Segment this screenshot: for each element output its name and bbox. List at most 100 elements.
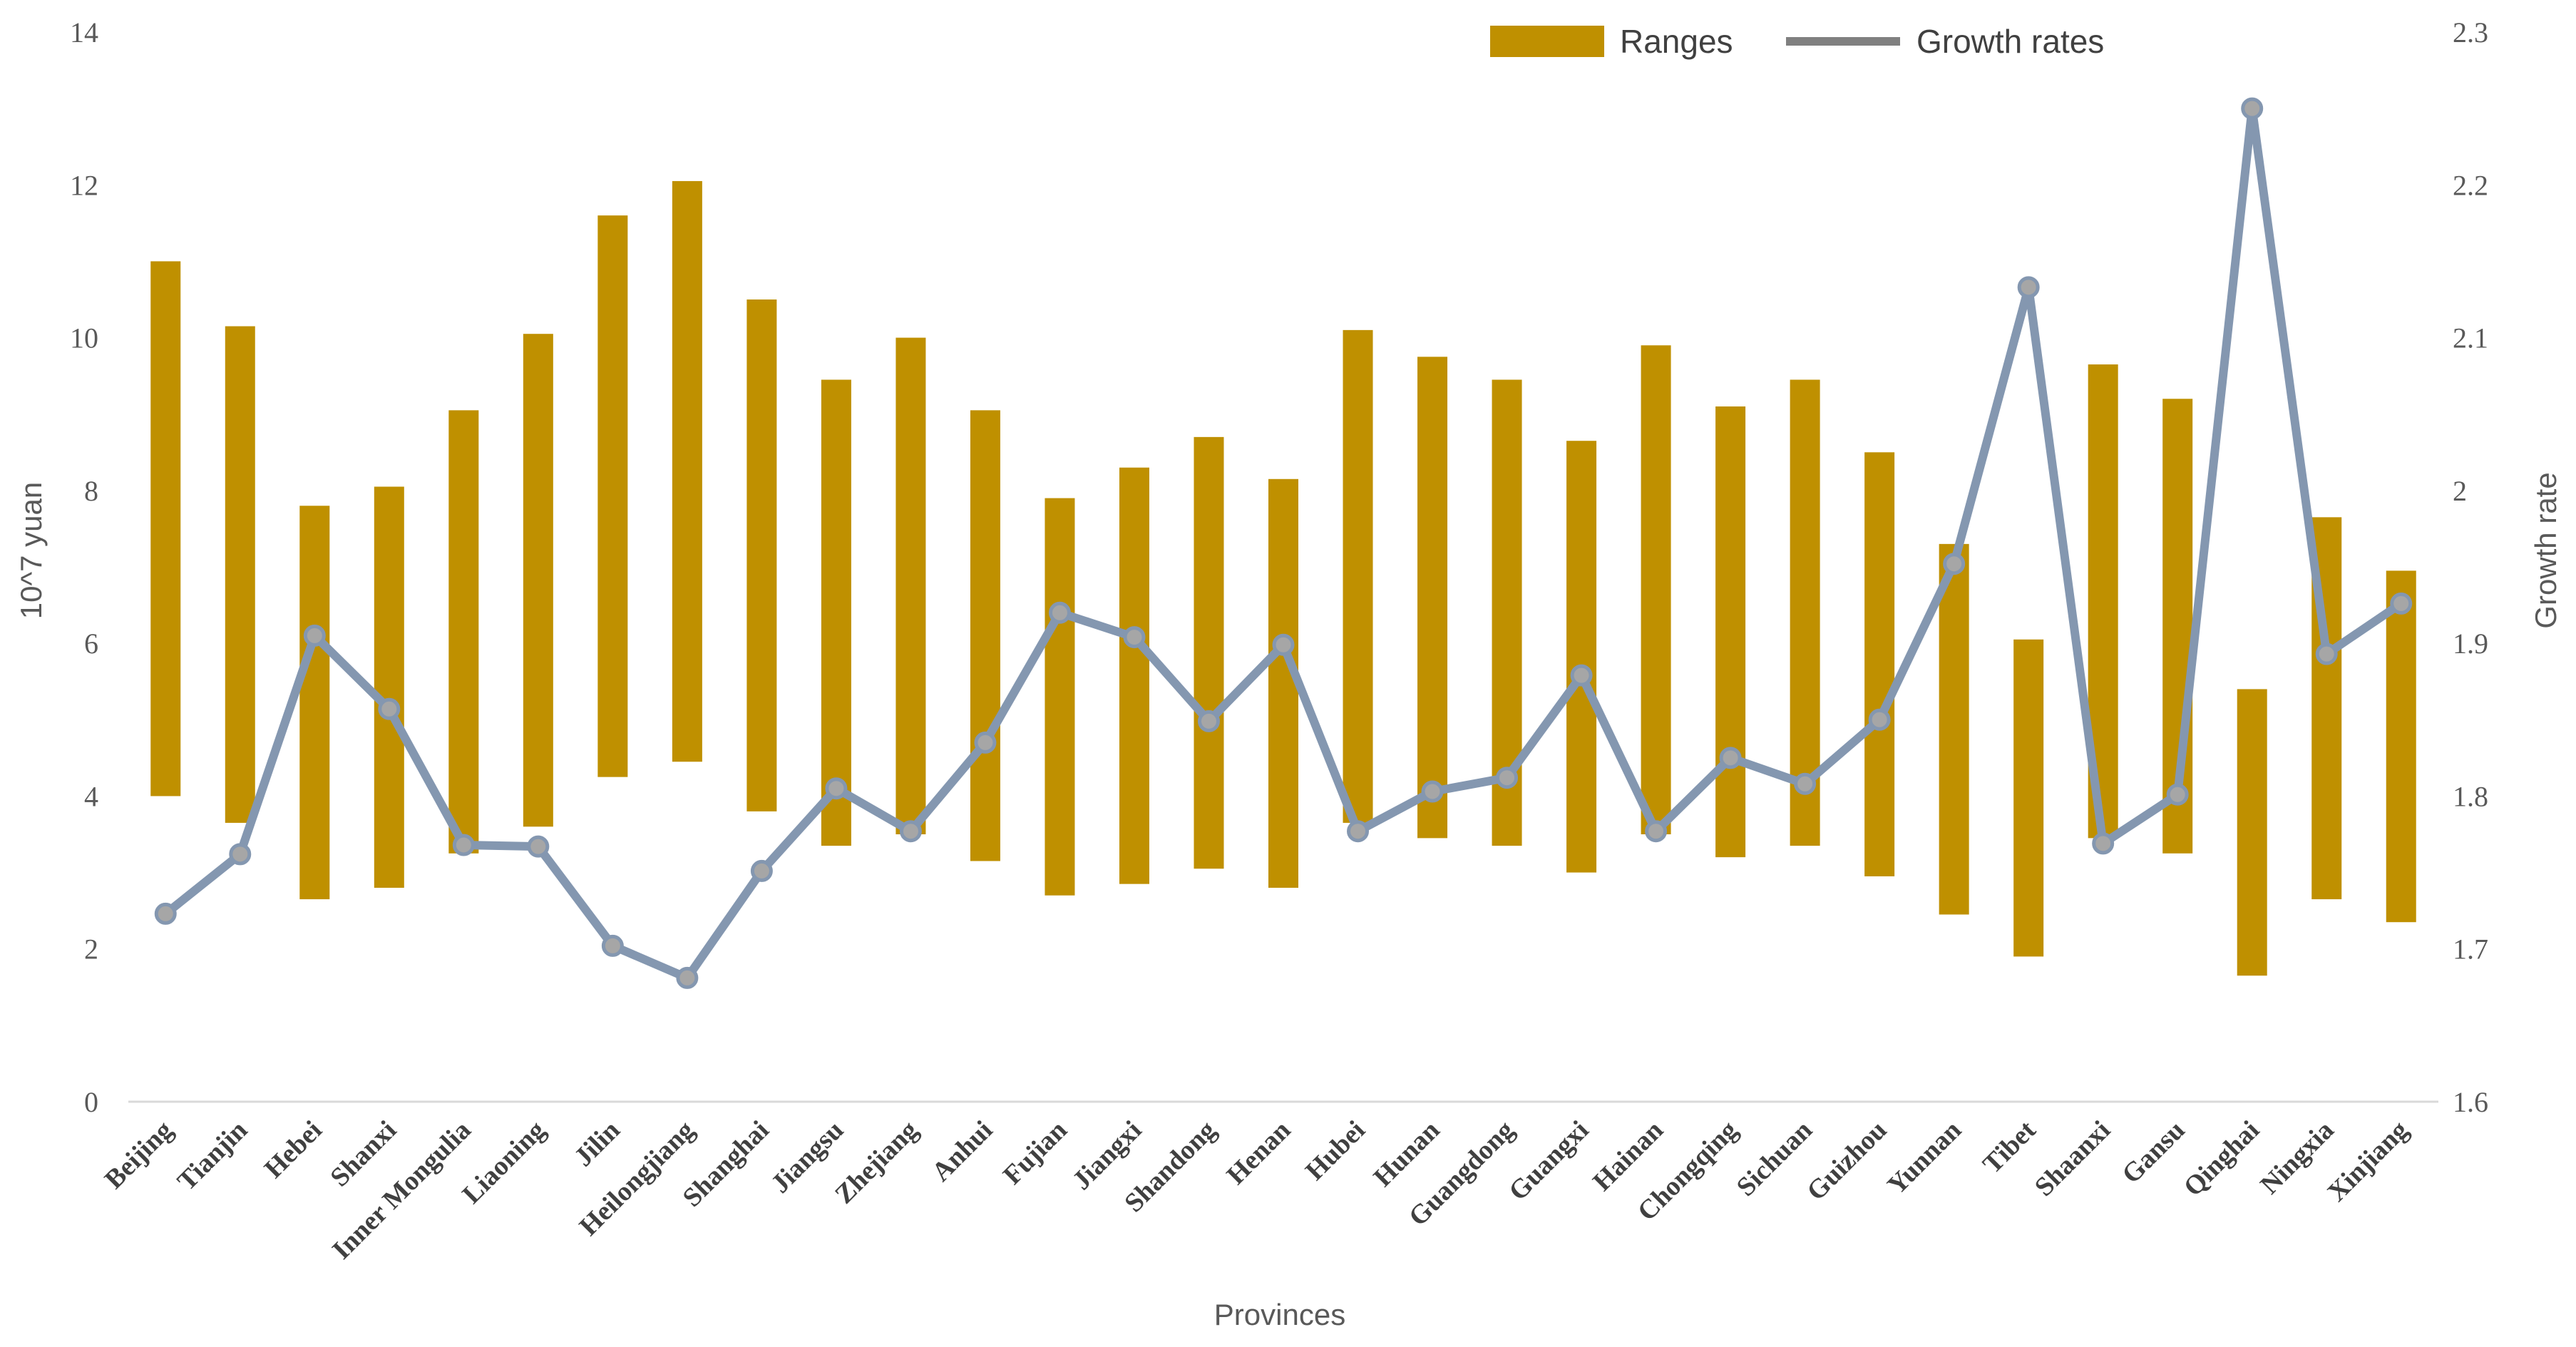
- left-tick-label: 6: [84, 628, 98, 660]
- range-bar: [225, 326, 255, 823]
- growth-rate-marker: [825, 777, 848, 800]
- x-tick-label: Hebei: [259, 1115, 328, 1184]
- range-bar: [2013, 639, 2044, 957]
- range-bar: [1790, 379, 1820, 846]
- left-axis-ticks: 0 2 4 6 8 10 12 14: [70, 16, 98, 1118]
- left-tick-label: 0: [84, 1086, 98, 1118]
- growth-rate-marker: [1123, 626, 1146, 649]
- range-bar: [1417, 357, 1448, 839]
- left-tick-label: 12: [70, 169, 98, 201]
- right-tick-label: 1.7: [2453, 933, 2488, 966]
- x-tick-label: Fujian: [997, 1115, 1073, 1191]
- range-bar: [1715, 406, 1746, 858]
- range-bar: [2237, 689, 2267, 976]
- right-tick-label: 2: [2453, 475, 2467, 507]
- growth-rate-marker: [452, 834, 475, 856]
- right-axis-title: Growth rate: [2529, 472, 2562, 628]
- growth-rate-marker: [1719, 747, 1742, 769]
- legend-ranges-label: Ranges: [1620, 23, 1733, 60]
- x-axis-title: Provinces: [1214, 1298, 1345, 1331]
- growth-rate-marker: [1496, 767, 1519, 789]
- range-bar: [821, 379, 851, 846]
- right-tick-label: 2.2: [2453, 169, 2488, 201]
- range-bar: [746, 299, 777, 811]
- x-tick-label: Zhejiang: [829, 1115, 924, 1210]
- growth-rate-marker: [2166, 783, 2189, 806]
- range-bar: [672, 180, 702, 762]
- x-tick-label: Henan: [1221, 1115, 1297, 1191]
- range-bar: [1566, 441, 1597, 873]
- x-tick-label: Hubei: [1300, 1115, 1371, 1187]
- x-tick-label: Guizhou: [1801, 1115, 1892, 1207]
- legend: Ranges Growth rates: [1490, 23, 2104, 60]
- growth-rate-marker: [1272, 633, 1295, 656]
- x-tick-label: Inner Mongulia: [327, 1115, 477, 1266]
- x-tick-label: Liaoning: [456, 1115, 551, 1210]
- range-bar: [1119, 467, 1149, 884]
- x-tick-label: Anhui: [926, 1115, 998, 1187]
- x-tick-label: Beijing: [99, 1115, 179, 1195]
- x-tick-label: Gansu: [2116, 1115, 2190, 1189]
- growth-rate-marker: [1421, 780, 1444, 803]
- range-bar: [597, 215, 628, 777]
- growth-rate-marker: [2390, 592, 2413, 615]
- x-tick-label: Guangxi: [1503, 1115, 1594, 1207]
- range-bar: [150, 261, 181, 797]
- range-bar: [2386, 570, 2416, 923]
- left-tick-label: 2: [84, 933, 98, 966]
- x-tick-label: Xinjiang: [2321, 1115, 2414, 1208]
- range-bar: [374, 486, 404, 888]
- growth-rate-marker: [303, 624, 326, 647]
- growth-rate-marker: [601, 934, 624, 957]
- growth-rate-marker: [974, 731, 997, 754]
- left-tick-label: 8: [84, 475, 98, 507]
- growth-rate-marker: [899, 820, 922, 843]
- growth-rate-marker: [229, 843, 252, 866]
- right-tick-label: 2.3: [2453, 16, 2488, 48]
- growth-rate-marker: [2092, 832, 2115, 855]
- growth-rate-marker: [1794, 772, 1817, 795]
- right-tick-label: 2.1: [2453, 322, 2488, 354]
- x-tick-label: Tianjin: [172, 1115, 253, 1197]
- range-bar: [448, 410, 479, 854]
- x-tick-label: Jilin: [568, 1115, 625, 1172]
- growth-rate-marker: [378, 697, 401, 720]
- legend-ranges-swatch: [1490, 26, 1604, 57]
- range-bars: [150, 180, 2416, 976]
- growth-rate-marker: [1197, 710, 1220, 732]
- legend-growth-label: Growth rates: [1916, 23, 2104, 60]
- range-bar: [970, 410, 1000, 861]
- left-axis-title: 10^7 yuan: [14, 482, 48, 620]
- growth-rate-marker: [750, 859, 773, 882]
- left-tick-label: 10: [70, 322, 98, 354]
- x-tick-label: Shaanxi: [2029, 1115, 2116, 1202]
- growth-rate-marker: [1868, 708, 1891, 731]
- x-tick-label: Yunnan: [1882, 1115, 1967, 1201]
- growth-rate-marker: [154, 902, 177, 925]
- range-bar: [1864, 452, 1895, 876]
- left-tick-label: 4: [84, 780, 98, 812]
- growth-rate-marker: [676, 966, 699, 989]
- range-bar: [896, 337, 926, 835]
- range-bar: [1045, 498, 1075, 896]
- growth-rate-marker: [2241, 97, 2264, 120]
- x-tick-label: Tibet: [1977, 1115, 2042, 1179]
- range-bar: [299, 506, 330, 900]
- growth-rate-markers: [154, 97, 2413, 989]
- range-bar: [1641, 345, 1671, 834]
- range-bar: [1268, 478, 1298, 888]
- x-tick-label: Qinghai: [2178, 1115, 2265, 1202]
- range-bar: [1343, 329, 1373, 823]
- growth-rate-marker: [1943, 553, 1966, 575]
- growth-rate-marker: [2017, 276, 2040, 299]
- range-bar: [1939, 543, 1969, 915]
- left-tick-label: 14: [70, 16, 98, 48]
- growth-rate-marker: [1570, 664, 1593, 687]
- right-axis-ticks: 1.6 1.7 1.8 1.9 2 2.1 2.2 2.3: [2453, 16, 2488, 1118]
- growth-rate-marker: [527, 835, 550, 858]
- growth-rate-marker: [1048, 601, 1071, 624]
- right-tick-label: 1.9: [2453, 628, 2488, 660]
- growth-rate-marker: [1347, 820, 1370, 843]
